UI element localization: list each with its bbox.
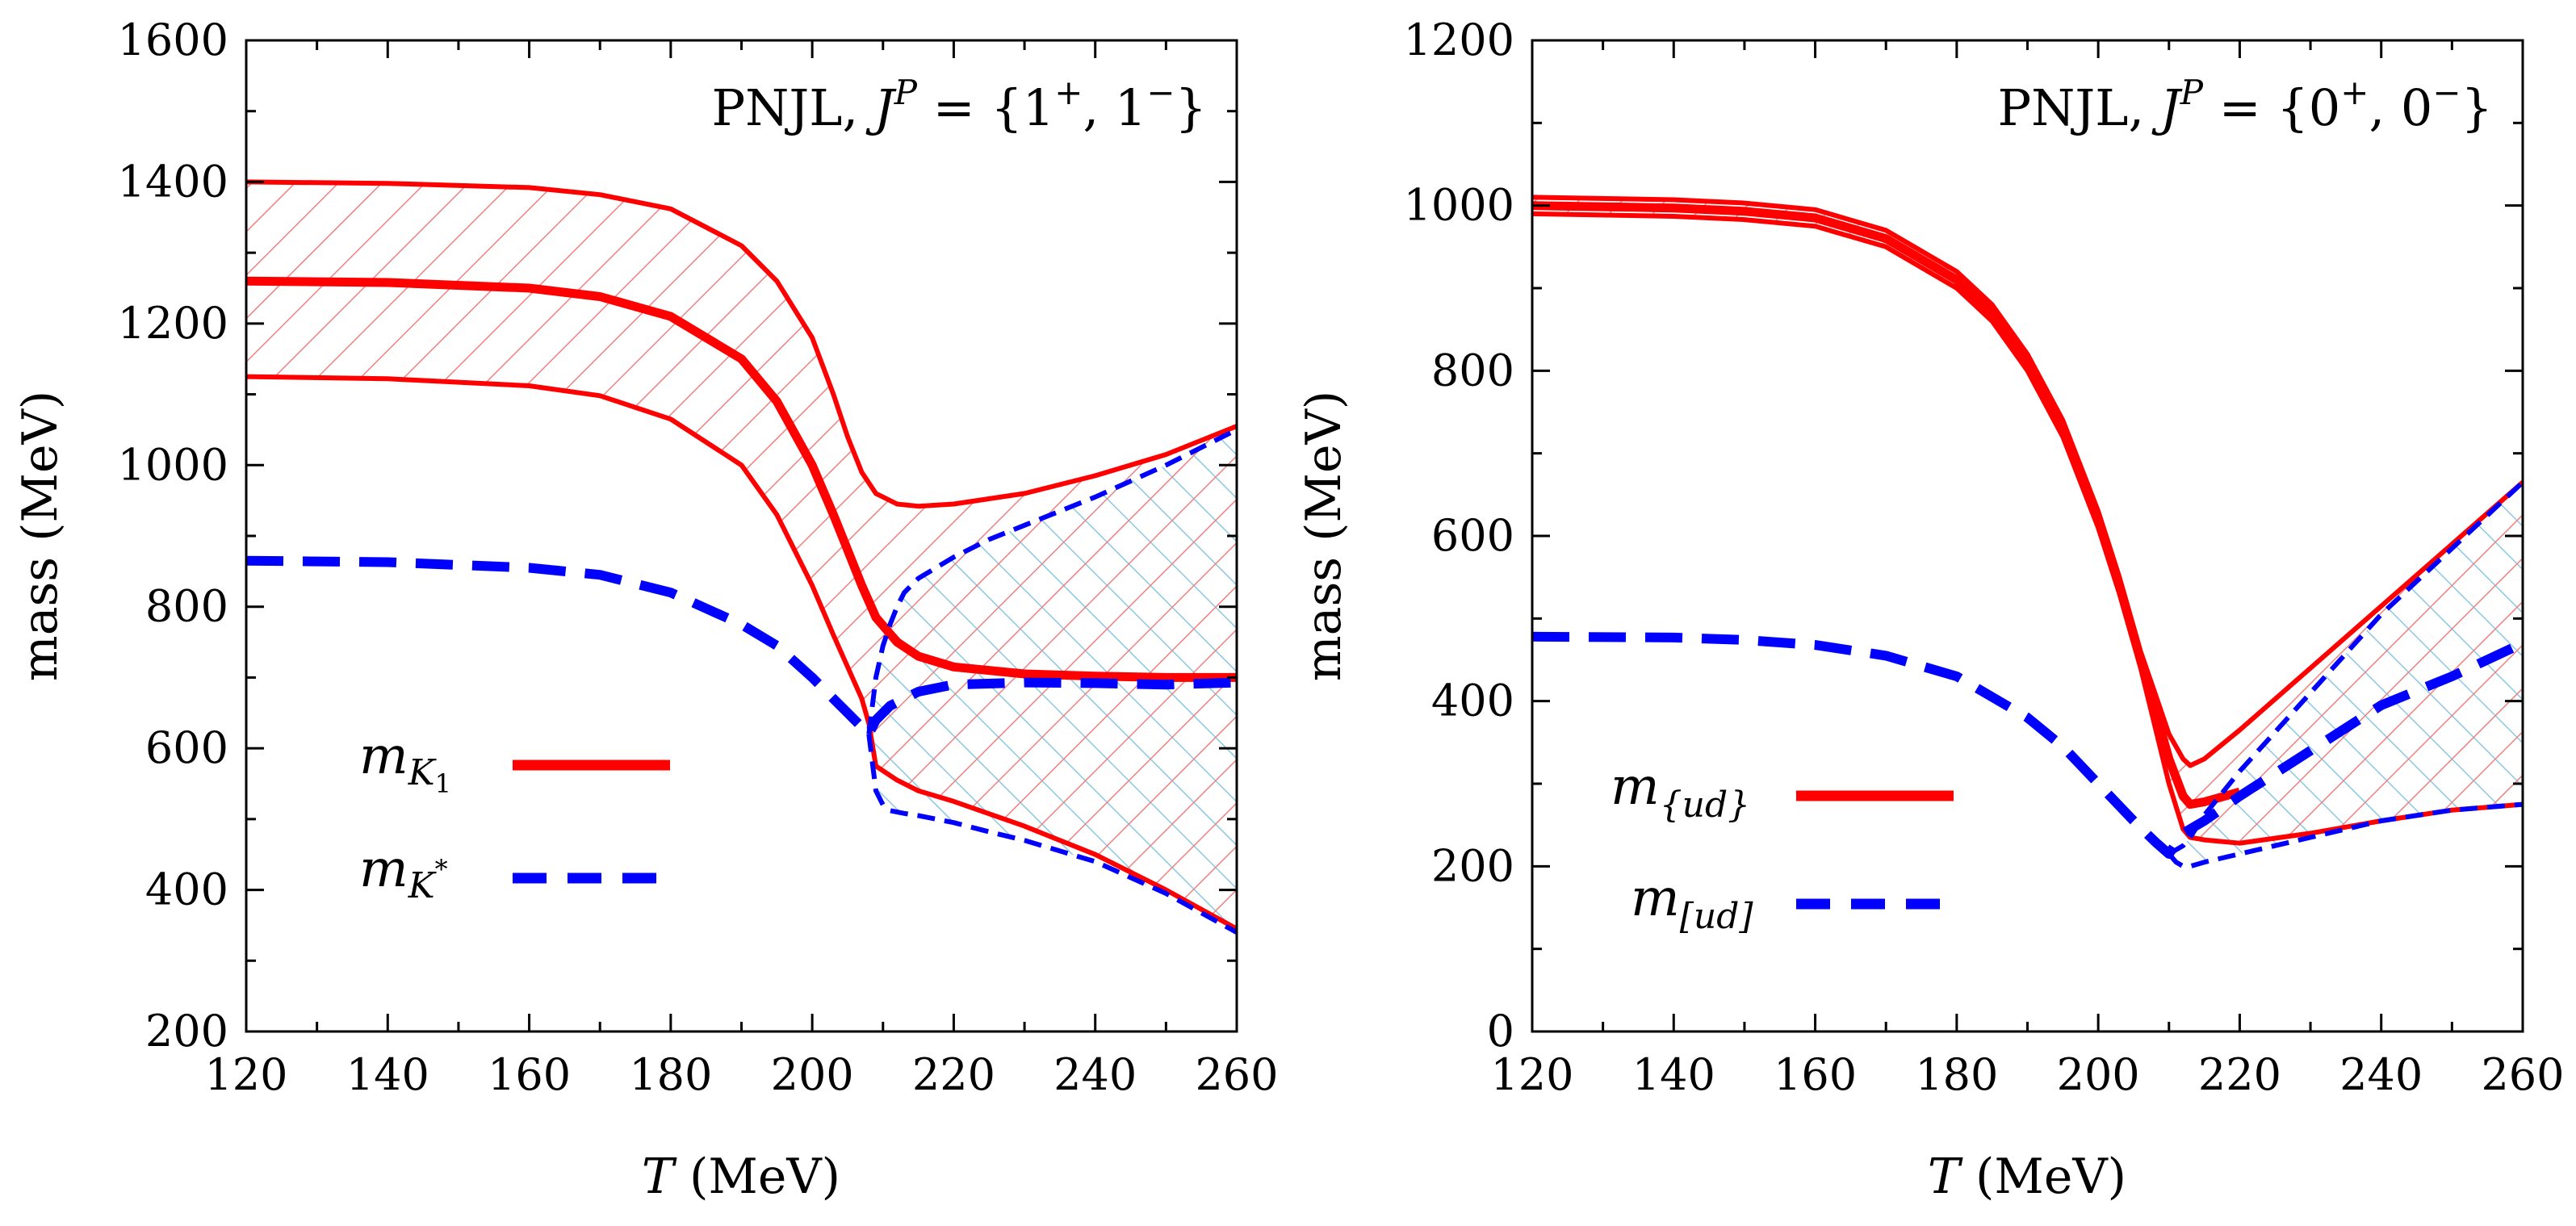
x-tick-label: 140 [1632, 1049, 1715, 1100]
x-tick-label: 260 [2481, 1049, 2564, 1100]
y-tick-label: 1200 [118, 298, 228, 349]
x-tick-label: 120 [1490, 1049, 1573, 1100]
x-tick-label: 180 [629, 1049, 712, 1100]
y-tick-labels: 0 200 400 600 800 1000 1200 [1404, 15, 1514, 1057]
series-line-m-ud-upper [2168, 480, 2523, 856]
series-line-m-ud-lower [2167, 801, 2523, 869]
series-line-m-k-lower [866, 734, 1237, 935]
x-tick-label: 160 [488, 1049, 571, 1100]
y-tick-label: 800 [145, 581, 228, 632]
panel-right: 120 140 160 180 200 220 240 260 0 200 400 600 800 10… [1296, 15, 2565, 1205]
y-tick-label: 1400 [118, 156, 228, 207]
series-line-m-ud-lower [1532, 211, 2523, 846]
x-tick-label: 220 [2198, 1049, 2281, 1100]
y-tick-label: 0 [1487, 1006, 1514, 1057]
y-tick-label: 800 [1431, 345, 1514, 395]
y-tick-label: 200 [145, 1006, 228, 1057]
series-line-m-k-1-lower [246, 374, 1237, 931]
y-tick-label: 1200 [1404, 15, 1514, 65]
legend-label-mud-asym: m[ud] [1631, 868, 1753, 937]
series-line-m-k-1-upper [246, 179, 1237, 509]
legend-label-mk1: mK1 [359, 726, 451, 799]
y-tick-label: 1600 [118, 15, 228, 65]
x-tick-label: 240 [1053, 1049, 1137, 1100]
plot-frame [1531, 39, 2524, 1033]
x-axis-label: T (MeV) [1928, 1149, 2126, 1205]
band-k1-hatch [1532, 197, 2523, 843]
ticks [1531, 39, 2524, 1033]
legend-label-mud-sym: m{ud} [1611, 757, 1750, 826]
panel-left: 120 140 160 180 200 220 240 260 200 400 600 800 100… [12, 15, 1279, 1205]
y-axis-label: mass (MeV) [1296, 391, 1352, 681]
legend: m{ud} m[ud] [1611, 757, 1954, 937]
y-tick-label: 600 [145, 722, 228, 773]
series-line-m-ud [1532, 201, 2241, 810]
y-tick-label: 200 [1431, 840, 1514, 891]
legend: mK1 mK* [359, 726, 670, 906]
y-tick-label: 400 [1431, 676, 1514, 726]
series-line-m-k-1 [246, 276, 1237, 682]
y-tick-label: 600 [1431, 510, 1514, 561]
legend-label-mkstar: mK* [359, 839, 448, 906]
chart-annotation: PNJL, JP = {0+, 0−} [1997, 73, 2493, 137]
y-tick-label: 1000 [1404, 180, 1514, 231]
series-line-m-ud [1532, 631, 2523, 859]
x-axis-label: T (MeV) [642, 1149, 840, 1205]
band-hatch-layer [1532, 197, 2523, 867]
chart-annotation: PNJL, JP = {1+, 1−} [711, 73, 1207, 137]
x-tick-label: 200 [771, 1049, 854, 1100]
x-tick-label: 260 [1195, 1049, 1278, 1100]
y-tick-label: 400 [145, 864, 228, 915]
ticks [245, 39, 1238, 1033]
x-tick-label: 220 [912, 1049, 995, 1100]
y-tick-label: 1000 [118, 439, 228, 490]
series-layer [1532, 195, 2523, 869]
x-tick-label: 240 [2339, 1049, 2423, 1100]
x-tick-label: 180 [1915, 1049, 1998, 1100]
x-tick-labels: 120 140 160 180 200 220 240 260 [204, 1049, 1278, 1100]
series-line-m-k-upper [866, 427, 1237, 734]
x-tick-label: 200 [2057, 1049, 2140, 1100]
series-layer [246, 179, 1237, 935]
y-tick-labels: 200 400 600 800 1000 1200 1400 1600 [118, 15, 228, 1057]
x-tick-label: 120 [204, 1049, 287, 1100]
band-hatch-layer [246, 182, 1237, 933]
band-k1-hatch [246, 182, 1237, 929]
x-tick-labels: 120 140 160 180 200 220 240 260 [1490, 1049, 2564, 1100]
x-tick-label: 140 [346, 1049, 429, 1100]
x-tick-label: 160 [1774, 1049, 1857, 1100]
y-axis-label: mass (MeV) [12, 391, 69, 681]
series-line-m-k [246, 555, 1237, 739]
